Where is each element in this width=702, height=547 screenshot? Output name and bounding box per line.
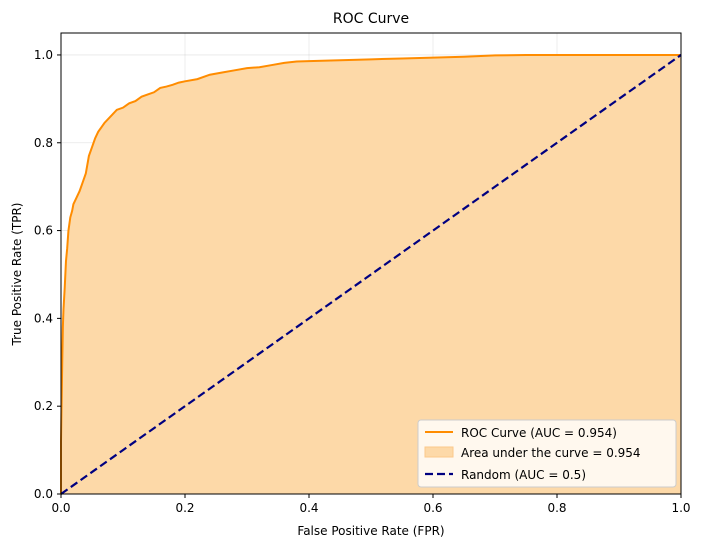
roc-curve-line: [60, 53, 681, 494]
y-tick-label: 0.8: [34, 136, 53, 150]
x-tick-label: 1.0: [671, 501, 690, 515]
legend-random-label: Random (AUC = 0.5): [461, 468, 586, 482]
legend-area-swatch: [424, 446, 454, 458]
chart-title: ROC Curve: [333, 11, 409, 27]
plot-frame: [60, 32, 682, 495]
y-tick-label: 0.4: [34, 311, 53, 325]
y-tick-label: 0.2: [34, 399, 53, 413]
y-axis: 0.0 0.2 0.4 0.6 0.8 1.0: [34, 48, 61, 501]
legend-box: [417, 419, 677, 488]
random-line: [60, 54, 682, 495]
legend-roc-label: ROC Curve (AUC = 0.954): [461, 426, 617, 440]
x-tick-label: 0.0: [51, 501, 70, 515]
x-axis-label: False Positive Rate (FPR): [297, 524, 444, 538]
y-axis-label: True Positive Rate (TPR): [10, 203, 24, 347]
x-tick-label: 0.8: [547, 501, 566, 515]
legend: ROC Curve (AUC = 0.954) Area under the c…: [417, 419, 677, 488]
y-tick-label: 0.0: [34, 487, 53, 501]
y-tick-label: 1.0: [34, 48, 53, 62]
legend-area-label: Area under the curve = 0.954: [461, 446, 641, 460]
x-tick-label: 0.2: [175, 501, 194, 515]
y-tick-label: 0.6: [34, 224, 53, 238]
x-axis: 0.0 0.2 0.4 0.6 0.8 1.0: [51, 494, 691, 515]
x-tick-label: 0.4: [299, 501, 318, 515]
x-tick-label: 0.6: [423, 501, 442, 515]
